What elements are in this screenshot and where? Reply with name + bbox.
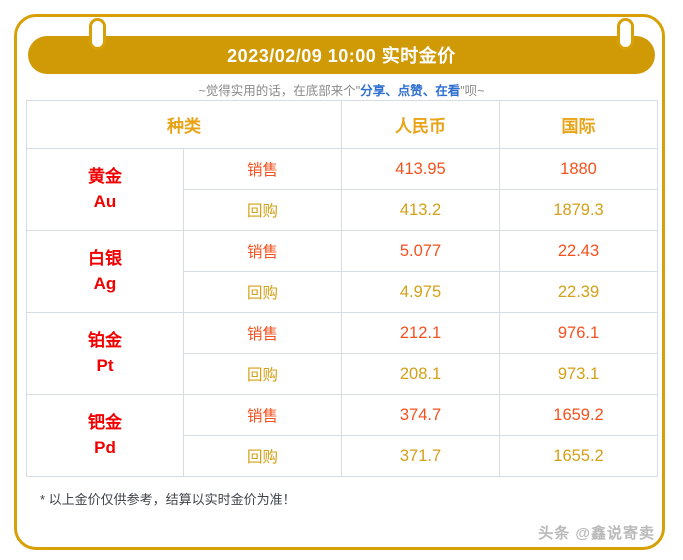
metal-cell-gold: 黄金 Au	[26, 148, 184, 231]
value-sale-cny: 212.1	[341, 312, 500, 354]
column-header-cny: 人民币	[341, 100, 500, 149]
column-header-category: 种类	[26, 100, 342, 149]
column-header-international-label: 国际	[561, 117, 596, 136]
binder-clip-right-icon	[617, 18, 634, 50]
metal-cell-platinum: 铂金 Pt	[26, 312, 184, 395]
value-buyback-cny: 371.7	[341, 435, 500, 477]
table-row: 铂金 Pt 销售 212.1 976.1	[26, 312, 658, 395]
metal-cell-silver: 白银 Ag	[26, 230, 184, 313]
gold-price-table: 种类 人民币 国际 黄金 Au 销售 413.95 1880 回购 413.2 …	[26, 100, 658, 477]
type-label-buyback: 回购	[183, 435, 342, 477]
metal-cell-palladium: 钯金 Pd	[26, 394, 184, 477]
page-title: 2023/02/09 10:00 实时金价	[227, 46, 456, 66]
watermark-label: 头条 @鑫说寄卖	[538, 525, 655, 542]
value-sale-international: 1659.2	[499, 394, 658, 436]
value-sale-cny: 5.077	[341, 230, 500, 272]
metal-symbol-label: Pd	[94, 437, 116, 457]
table-row: 回购 208.1 973.1	[27, 353, 658, 395]
table-row: 回购 4.975 22.39	[27, 271, 658, 313]
value-sale-international: 1880	[499, 148, 658, 190]
column-header-international: 国际	[499, 100, 658, 149]
type-label-sale: 销售	[183, 312, 342, 354]
subtitle-prefix: ~觉得实用的话，在底部来个"	[198, 84, 361, 98]
table-row: 回购 371.7 1655.2	[27, 435, 658, 477]
table-row: 黄金 Au 销售 413.95 1880	[26, 148, 658, 231]
table-row: 钯金 Pd 销售 374.7 1659.2	[26, 394, 658, 477]
type-label-sale: 销售	[183, 394, 342, 436]
metal-name-label: 铂金	[88, 330, 122, 350]
subtitle-highlight: 分享、点赞、在看	[360, 84, 461, 98]
subtitle-note: ~觉得实用的话，在底部来个"分享、点赞、在看"呗~	[28, 80, 655, 99]
metal-symbol-label: Au	[93, 191, 117, 211]
metal-symbol-label: Pt	[96, 355, 114, 375]
value-buyback-international: 1879.3	[499, 189, 658, 231]
subtitle-suffix: "呗~	[460, 84, 485, 98]
disclaimer-note: * 以上金价仅供参考，结算以实时金价为准！	[40, 492, 296, 507]
value-buyback-cny: 413.2	[341, 189, 500, 231]
value-sale-cny: 374.7	[341, 394, 500, 436]
value-buyback-international: 22.39	[499, 271, 658, 313]
metal-name-label: 钯金	[88, 412, 122, 432]
metal-name-label: 黄金	[88, 166, 122, 186]
type-label-buyback: 回购	[183, 189, 342, 231]
column-header-cny-label: 人民币	[395, 117, 446, 136]
table-row: 白银 Ag 销售 5.077 22.43	[26, 230, 658, 313]
value-buyback-international: 973.1	[499, 353, 658, 395]
table-header-row: 种类 人民币 国际	[26, 100, 658, 149]
title-banner: 2023/02/09 10:00 实时金价	[28, 36, 655, 74]
value-buyback-cny: 4.975	[341, 271, 500, 313]
column-header-category-label: 种类	[167, 117, 201, 136]
value-sale-international: 22.43	[499, 230, 658, 272]
value-sale-cny: 413.95	[341, 148, 500, 190]
value-buyback-international: 1655.2	[499, 435, 658, 477]
type-label-sale: 销售	[183, 148, 342, 190]
value-buyback-cny: 208.1	[341, 353, 500, 395]
value-sale-international: 976.1	[499, 312, 658, 354]
metal-name-label: 白银	[88, 248, 122, 268]
type-label-sale: 销售	[183, 230, 342, 272]
binder-clip-left-icon	[89, 18, 106, 50]
type-label-buyback: 回购	[183, 271, 342, 313]
metal-symbol-label: Ag	[93, 273, 117, 293]
type-label-buyback: 回购	[183, 353, 342, 395]
